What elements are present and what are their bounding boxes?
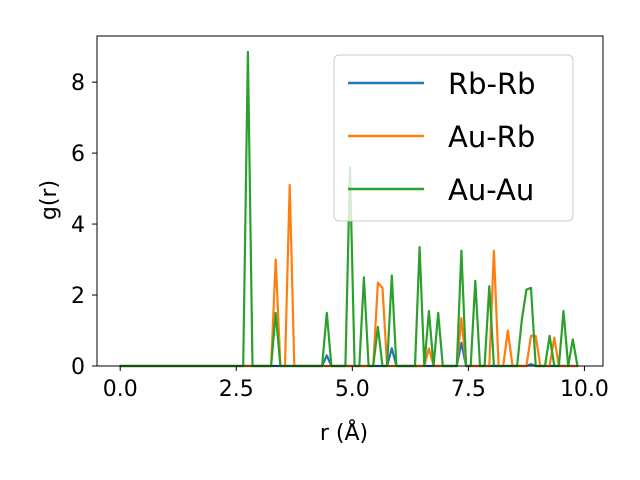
plot-frame — [96, 35, 604, 367]
x-tick-label: 10.0 — [560, 377, 609, 402]
y-tick-label: 0 — [71, 355, 85, 380]
y-tick-label: 6 — [71, 142, 85, 167]
x-tick-label: 0.0 — [103, 377, 138, 402]
legend-label-rb-rb: Rb-Rb — [448, 67, 536, 101]
x-tick-label: 2.5 — [219, 377, 254, 402]
y-tick-label: 8 — [71, 71, 85, 96]
legend-box — [333, 54, 574, 222]
y-ticks: 0 2 4 6 8 — [71, 71, 97, 380]
x-tick-label: 7.5 — [451, 377, 486, 402]
legend-label-au-au: Au-Au — [448, 173, 534, 207]
legend-label-au-rb: Au-Rb — [448, 120, 535, 154]
x-tick-label: 5.0 — [335, 377, 370, 402]
y-axis-label: g(r) — [37, 180, 62, 220]
x-axis-label: r (Å) — [320, 419, 368, 446]
y-tick-label: 2 — [71, 284, 85, 309]
x-ticks: 0.0 2.5 5.0 7.5 10.0 — [103, 366, 609, 402]
legend: Rb-Rb Au-Rb Au-Au — [333, 54, 574, 222]
y-tick-label: 4 — [71, 213, 85, 238]
